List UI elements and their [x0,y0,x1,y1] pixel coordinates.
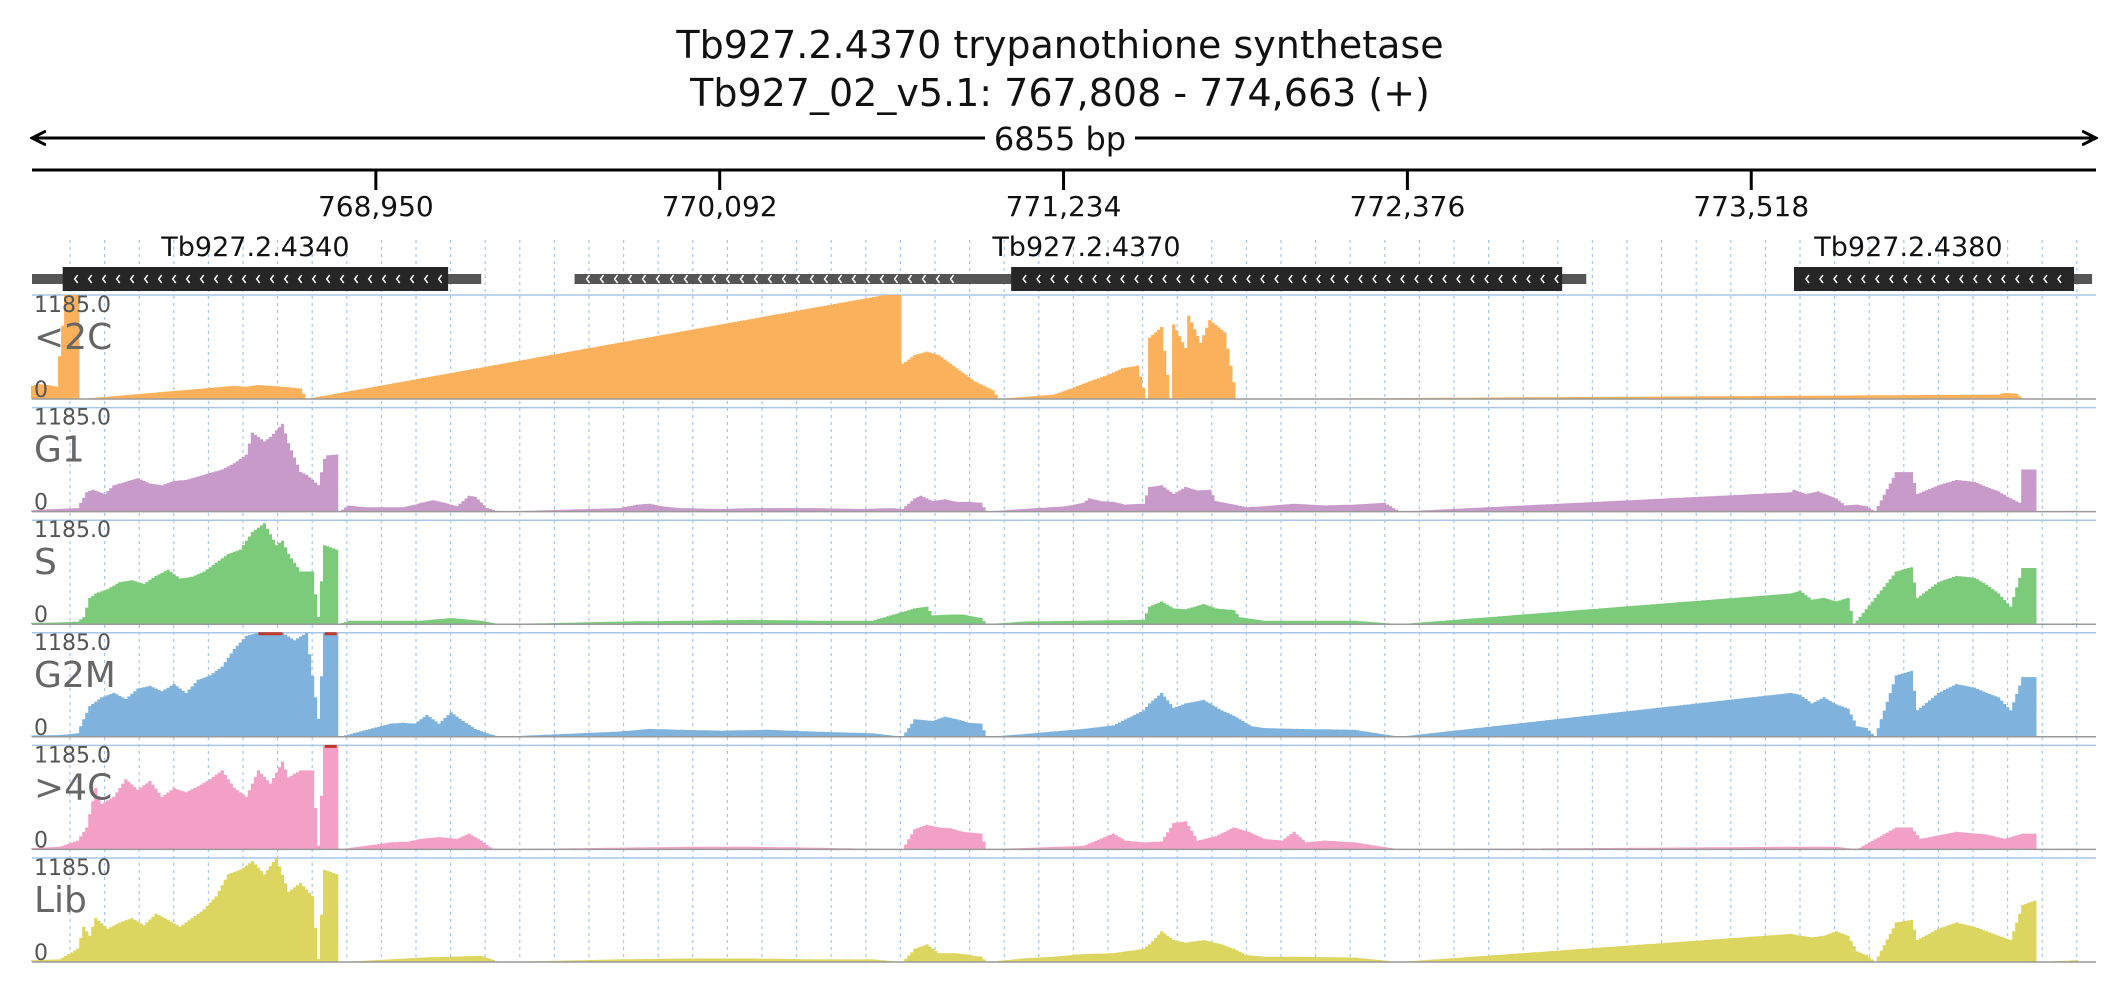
strand-chevron [1022,274,1559,284]
track-name-label: Lib [34,880,87,921]
ruler-tick-label: 768,950 [318,190,434,223]
track-name-label: >4C [34,767,112,808]
track-name-label: S [34,542,57,583]
ruler-tick-label: 773,518 [1693,190,1809,223]
coverage-area [31,632,2079,737]
track-ymin-label: 0 [34,491,48,516]
track-ymin-label: 0 [34,603,48,628]
coverage-area [31,745,2079,850]
coverage-area [31,523,2079,625]
track-ymax-label: 1185.0 [34,631,111,656]
track-ymax-label: 1185.0 [34,406,111,431]
ruler-tick-label: 771,234 [1006,190,1122,223]
track-ymin-label: 0 [34,941,48,966]
track-name-label: G2M [34,655,116,696]
ruler-tick-label: 770,092 [662,190,778,223]
strand-chevron [585,274,955,284]
track-ymax-label: 1185.0 [34,856,111,881]
gene-utr [574,274,970,284]
chart-title: Tb927.2.4370 trypanothione synthetase [675,23,1443,67]
coverage-area [31,295,2022,399]
track-ymax-label: 1185.0 [34,518,111,543]
gene-label[interactable]: Tb927.2.4380 [1813,232,2002,263]
strand-chevron [73,274,443,284]
coverage-area [31,858,2079,962]
gene-cds[interactable] [1794,267,2075,291]
track-ymax-label: 1185.0 [34,743,111,768]
track-ymin-label: 0 [34,378,48,403]
gene-cds[interactable] [62,267,449,291]
ruler-tick-label: 772,376 [1349,190,1465,223]
coverage-area [31,423,2079,512]
track-ymin-label: 0 [34,716,48,741]
track-ymax-label: 1185.0 [34,293,111,318]
strand-chevron [1805,274,2062,284]
track-name-label: <2C [34,317,112,358]
gene-track: Tb927.2.4340 Tb927.2.4370 Tb927.2.4380 [32,232,2093,291]
chart-subtitle: Tb927_02_v5.1: 767,808 - 774,663 (+) [689,71,1430,115]
coverage-tracks: 1185.00<2C1185.00G11185.00S1185.00G2M118… [31,293,2096,966]
span-label-bg [985,118,1135,158]
track-ymin-label: 0 [34,828,48,853]
track-name-label: G1 [34,430,85,471]
gene-label[interactable]: Tb927.2.4370 [991,232,1180,263]
gene-label[interactable]: Tb927.2.4340 [160,232,349,263]
span-label: 6855 bp [994,120,1126,158]
ruler-ticks: 768,950 770,092 771,234 772,376 773,518 [318,170,1809,223]
